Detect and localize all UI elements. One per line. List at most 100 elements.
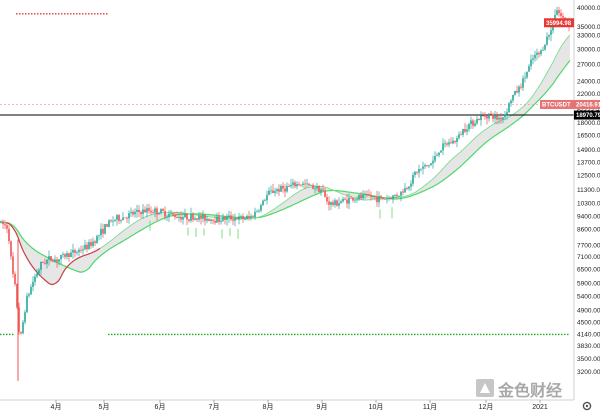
x-tick-label: 11月	[423, 403, 437, 411]
candle-body	[110, 220, 112, 222]
candle-body	[394, 195, 396, 196]
candle-body	[546, 36, 548, 45]
candle-body	[490, 113, 492, 115]
candle-body	[98, 235, 100, 236]
candle-body	[532, 58, 534, 60]
price-levels	[0, 13, 574, 336]
x-tick-label: 2021	[532, 404, 548, 411]
candle-body	[388, 198, 390, 199]
candle-body	[548, 34, 550, 37]
y-tick-label: 12500.00	[577, 172, 600, 179]
candle-body	[534, 54, 536, 59]
candle-body	[190, 214, 192, 221]
candle-body	[140, 212, 142, 215]
x-tick-label: 12月	[479, 403, 494, 411]
candle-body	[538, 52, 540, 55]
candle-body	[104, 224, 106, 234]
candle-body	[22, 322, 24, 334]
candle-body	[468, 124, 470, 130]
x-tick-label: 9月	[317, 403, 328, 411]
candle-body	[294, 182, 296, 187]
candle-body	[414, 171, 416, 175]
candle-body	[106, 224, 108, 227]
candle-body	[462, 129, 464, 135]
y-tick-label: 9400.00	[577, 214, 600, 221]
candle-body	[330, 202, 332, 205]
candle-body	[500, 117, 502, 120]
candle-body	[502, 117, 504, 120]
candle-body	[340, 201, 342, 204]
candle-body	[362, 194, 364, 199]
candle-body	[70, 252, 72, 257]
candle-body	[484, 116, 486, 117]
candle-body	[64, 254, 66, 257]
candle-body	[2, 221, 4, 225]
candle-body	[236, 218, 238, 220]
symbol-tag-text: BTCUSDT	[542, 102, 571, 108]
candle-body	[498, 117, 500, 120]
candle-body	[492, 114, 494, 119]
candle-body	[314, 188, 316, 190]
y-tick-label: 18000.00	[577, 120, 600, 127]
candle-body	[20, 331, 22, 334]
candle-body	[404, 188, 406, 193]
candle-body	[264, 200, 266, 201]
candle-body	[396, 195, 398, 197]
y-tick-label: 7100.00	[577, 254, 600, 261]
moving-average-band	[0, 34, 571, 286]
candle-body	[266, 194, 268, 201]
candle-body	[62, 254, 64, 255]
candle-body	[466, 129, 468, 132]
candle-body	[66, 253, 68, 257]
candle-body	[450, 142, 452, 144]
candle-body	[242, 216, 244, 220]
candle-body	[486, 116, 488, 119]
price-line-tag	[574, 99, 600, 109]
candle-body	[460, 134, 462, 136]
bearish-ma-line	[5, 222, 101, 286]
candle-body	[6, 225, 8, 229]
candle-body	[456, 138, 458, 142]
candle-body	[0, 221, 2, 223]
candle-body	[8, 228, 10, 242]
candle-body	[478, 119, 480, 121]
candle-body	[454, 140, 456, 143]
x-tick-label: 6月	[155, 403, 166, 411]
candle-body	[526, 71, 528, 78]
candle-body	[556, 10, 558, 16]
candle-body	[356, 199, 358, 201]
candle-body	[10, 241, 12, 257]
candle-body	[86, 244, 88, 250]
candle-body	[200, 215, 202, 219]
candle-body	[278, 189, 280, 192]
y-tick-label: 3500.00	[577, 356, 600, 363]
candle-body	[524, 77, 526, 79]
candle-body	[194, 218, 196, 220]
candle-body	[108, 220, 110, 227]
candle-body	[18, 307, 20, 332]
y-tick-label: 22000.00	[577, 91, 600, 98]
watermark-text: 金色财经	[497, 381, 562, 400]
candle-body	[496, 115, 498, 120]
candle-body	[174, 214, 176, 217]
candle-body	[308, 183, 310, 186]
candle-body	[250, 216, 252, 218]
candle-body	[536, 52, 538, 55]
candle-body	[470, 120, 472, 125]
y-tick-label: 30000.00	[577, 46, 600, 53]
candle-body	[514, 91, 516, 95]
horizontal-level-tag	[574, 110, 600, 120]
candle-body	[102, 228, 104, 234]
candle-body	[424, 165, 426, 167]
candle-body	[336, 200, 338, 206]
candle-body	[328, 201, 330, 205]
candle-body	[332, 202, 334, 205]
gear-icon[interactable]	[582, 401, 592, 411]
candle-body	[34, 276, 36, 282]
candle-body	[474, 123, 476, 126]
candle-body	[316, 186, 318, 189]
candle-body	[120, 220, 122, 221]
candle-body	[252, 216, 254, 217]
candle-body	[228, 215, 230, 217]
